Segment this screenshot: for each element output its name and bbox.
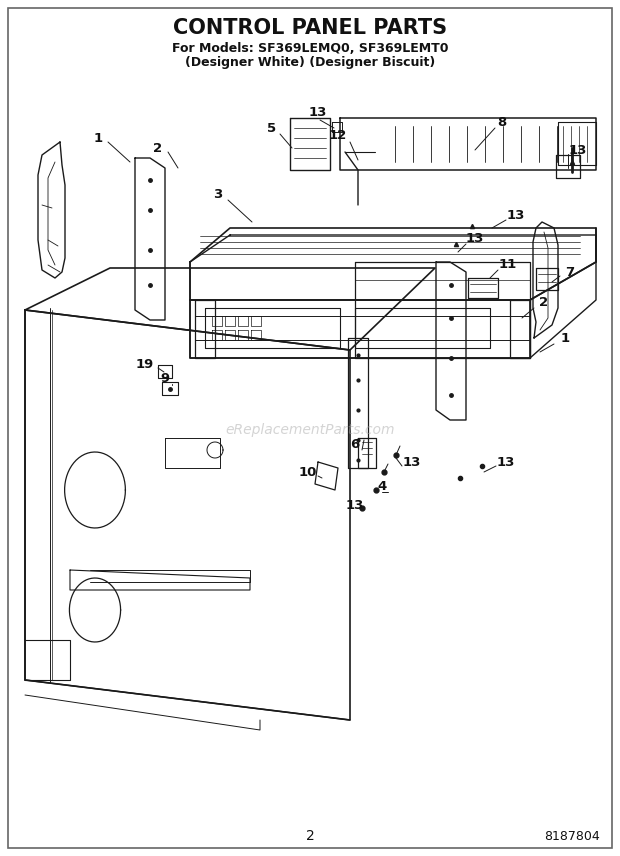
Text: 13: 13 <box>569 144 587 157</box>
Text: 3: 3 <box>213 187 223 200</box>
Text: 13: 13 <box>403 455 421 468</box>
Text: 13: 13 <box>497 455 515 468</box>
Text: 7: 7 <box>565 265 575 278</box>
Text: CONTROL PANEL PARTS: CONTROL PANEL PARTS <box>173 18 447 38</box>
Text: 13: 13 <box>466 231 484 245</box>
Text: 10: 10 <box>299 466 317 479</box>
Text: 13: 13 <box>346 498 364 512</box>
Text: 2: 2 <box>153 141 162 154</box>
Text: 11: 11 <box>499 258 517 270</box>
Text: 13: 13 <box>507 209 525 222</box>
Text: 19: 19 <box>136 358 154 371</box>
Text: 12: 12 <box>329 128 347 141</box>
Text: 1: 1 <box>560 331 570 344</box>
Text: 4: 4 <box>378 479 387 492</box>
Text: 1: 1 <box>94 132 102 145</box>
Text: 13: 13 <box>309 105 327 118</box>
Text: 8: 8 <box>497 116 507 128</box>
Text: eReplacementParts.com: eReplacementParts.com <box>225 423 395 437</box>
Text: 5: 5 <box>267 122 277 134</box>
Text: 6: 6 <box>350 437 360 450</box>
Text: 2: 2 <box>539 295 549 308</box>
Text: 9: 9 <box>161 372 169 384</box>
Text: 8187804: 8187804 <box>544 829 600 842</box>
Text: For Models: SF369LEMQ0, SF369LEMT0: For Models: SF369LEMQ0, SF369LEMT0 <box>172 41 448 55</box>
Text: 2: 2 <box>306 829 314 843</box>
Text: (Designer White) (Designer Biscuit): (Designer White) (Designer Biscuit) <box>185 56 435 68</box>
